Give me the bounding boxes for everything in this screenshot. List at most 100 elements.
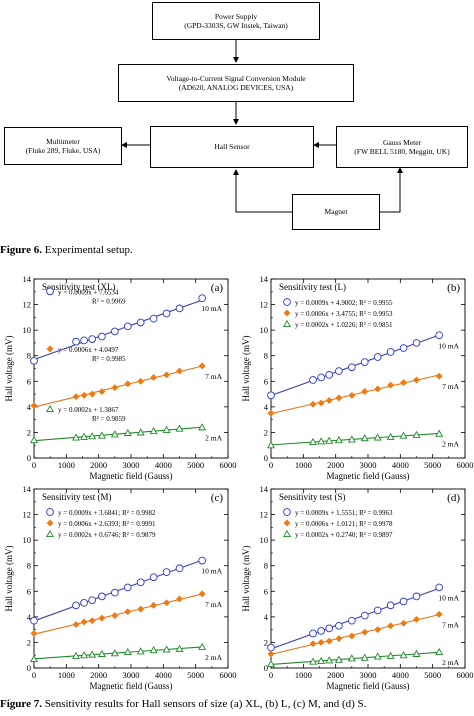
legend-equation: y = 0.0002x + 0.2740; R² = 0.9897 (295, 531, 393, 539)
data-point (317, 399, 325, 407)
multimeter-title: Multimeter (46, 136, 80, 146)
data-point (435, 647, 444, 656)
data-point (267, 650, 275, 658)
data-point (335, 367, 343, 375)
data-point (325, 637, 333, 645)
data-point (198, 556, 206, 565)
x-tick-label: 2000 (90, 460, 107, 470)
data-point (325, 396, 333, 405)
data-point (335, 394, 343, 402)
data-point (412, 339, 421, 347)
data-point (373, 353, 382, 361)
data-point (435, 331, 443, 340)
fit-line (33, 646, 203, 660)
data-point (325, 371, 334, 379)
y-tick-label: 4 (27, 612, 32, 622)
x-tick-label: 0 (32, 460, 36, 470)
data-point (267, 391, 275, 400)
data-point (72, 620, 80, 629)
gauss-meter-box: Gauss Meter (FW BELL 5180, Meggitt, UK) (336, 126, 468, 168)
series-label: 7 mA (442, 620, 459, 629)
legend-marker (46, 529, 54, 538)
power-supply-model: (GPD-3303S, GW Instek, Taiwan) (184, 21, 288, 30)
data-point (175, 595, 184, 603)
legend-equation: y = 0.0009x + 7.6534 (58, 288, 119, 296)
data-point (150, 373, 158, 382)
data-point (175, 564, 184, 573)
y-tick-label: 2 (264, 637, 268, 647)
data-point (88, 432, 97, 440)
data-point (435, 429, 444, 437)
data-point (412, 649, 421, 657)
fit-line (33, 365, 203, 408)
data-point (88, 390, 96, 398)
data-point (88, 335, 97, 343)
fit-line (270, 651, 440, 666)
multimeter-box: Multimeter (Fluke 289, Fluke, USA) (4, 127, 122, 165)
y-tick-label: 10 (23, 535, 32, 545)
legend-marker (46, 404, 54, 412)
data-point (435, 610, 443, 618)
legend-marker (283, 298, 291, 306)
data-point (399, 651, 408, 659)
data-point (149, 573, 158, 582)
y-tick-label: 8 (264, 351, 268, 361)
data-point (267, 643, 275, 652)
legend-marker (46, 287, 54, 296)
data-point (198, 294, 206, 303)
data-point (80, 432, 89, 440)
data-point (412, 615, 421, 623)
x-tick-label: 0 (32, 670, 36, 680)
series-label: 7 mA (205, 600, 222, 609)
legend-equation: y = 0.0002x + 0.6746; R² = 0.9879 (58, 531, 156, 539)
x-axis-label: Magnetic field (Gauss) (327, 471, 410, 481)
data-point (97, 649, 106, 657)
legend-equation: y = 0.0009x + 4.9002; R² = 0.9955 (295, 299, 393, 307)
data-point (198, 423, 207, 431)
chart-title: Sensitivity test (M) (42, 492, 112, 502)
figure7-caption: Figure 7. Sensitivity results for Hall s… (0, 697, 366, 711)
x-tick-label: 3000 (360, 670, 377, 680)
data-point (149, 645, 158, 654)
y-tick-label: 12 (260, 300, 269, 310)
data-point (325, 624, 334, 633)
chart-title: Sensitivity test (L) (279, 282, 346, 292)
x-tick-label: 6000 (457, 670, 474, 680)
data-point (373, 433, 382, 441)
series-label: 2 mA (442, 440, 459, 449)
x-tick-label: 2000 (90, 670, 107, 680)
data-point (334, 435, 343, 444)
data-point (136, 318, 145, 327)
x-tick-label: 3000 (123, 460, 140, 470)
y-tick-label: 2 (27, 427, 31, 437)
data-point (162, 568, 171, 576)
data-point (309, 376, 317, 384)
data-point (325, 436, 334, 444)
x-tick-label: 4000 (392, 670, 409, 680)
data-point (30, 356, 38, 365)
data-point (317, 373, 325, 382)
chart-xl: 0 1000 2000 3000 4000 5000 6000 0 2 4 6 8 10 12 14 Magn… (4, 274, 237, 481)
series-label: 2 mA (205, 433, 222, 442)
data-point (136, 647, 145, 655)
data-point (175, 367, 184, 375)
data-point (163, 371, 171, 379)
y-tick-label: 2 (27, 637, 31, 647)
data-point (175, 304, 184, 313)
y-axis-label: Hall voltage (mV) (241, 546, 251, 612)
legend-marker (283, 519, 291, 527)
legend-r2: R² = 0.9859 (92, 415, 126, 423)
data-point (387, 381, 395, 389)
x-axis-label: Magnetic field (Gauss) (327, 681, 410, 691)
x-tick-label: 5000 (187, 670, 204, 680)
figure6-caption: Figure 6. Experimental setup. (0, 243, 133, 257)
y-tick-label: 4 (264, 612, 269, 622)
data-point (80, 598, 88, 607)
x-tick-label: 1000 (58, 670, 75, 680)
data-point (386, 432, 395, 440)
converter-box: Voltage-to-Current Signal Conversion Mod… (118, 64, 354, 102)
data-point (317, 627, 325, 635)
x-tick-label: 4000 (155, 460, 172, 470)
data-point (317, 638, 325, 646)
data-point (400, 379, 408, 387)
